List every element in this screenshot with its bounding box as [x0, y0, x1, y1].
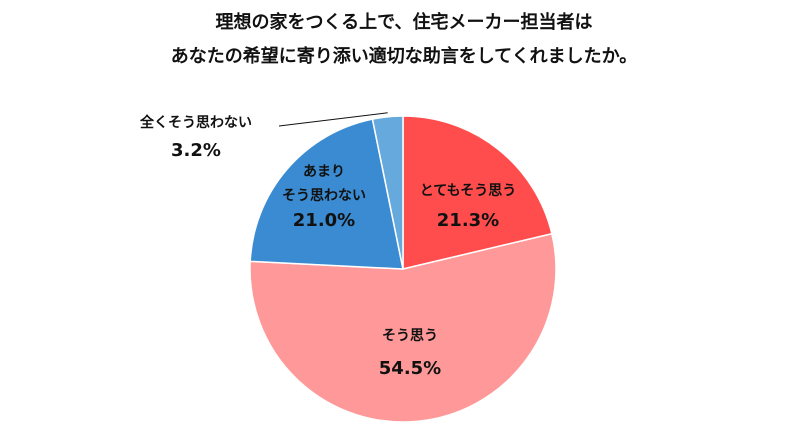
label-strongly-agree: とてもそう思う [420, 183, 517, 199]
slice-agree [249, 232, 557, 423]
slice-strongly-disagree [371, 115, 404, 270]
leader-lines [278, 112, 388, 127]
label-strongly-disagree: 全くそう思わない [139, 114, 252, 131]
leader-line-strongly-disagree [278, 112, 388, 127]
value-agree: 54.5% [379, 358, 441, 379]
value-strongly-agree: 21.3% [437, 210, 499, 231]
pie-slices [249, 115, 557, 423]
chart-title-line-1: 理想の家をつくる上で、住宅メーカー担当者は [216, 11, 593, 33]
slice-somewhat-disagree [249, 118, 404, 270]
label-somewhat-disagree-line-2: そう思わない [282, 188, 366, 204]
slice-strongly-agree [402, 115, 553, 270]
value-strongly-disagree: 3.2% [171, 140, 221, 161]
chart-title-line-2: あなたの希望に寄り添い適切な助言をしてくれましたか。 [171, 45, 638, 67]
label-somewhat-disagree-line-1: あまり [303, 164, 345, 180]
label-agree: そう思う [382, 328, 438, 344]
value-somewhat-disagree: 21.0% [293, 210, 355, 231]
